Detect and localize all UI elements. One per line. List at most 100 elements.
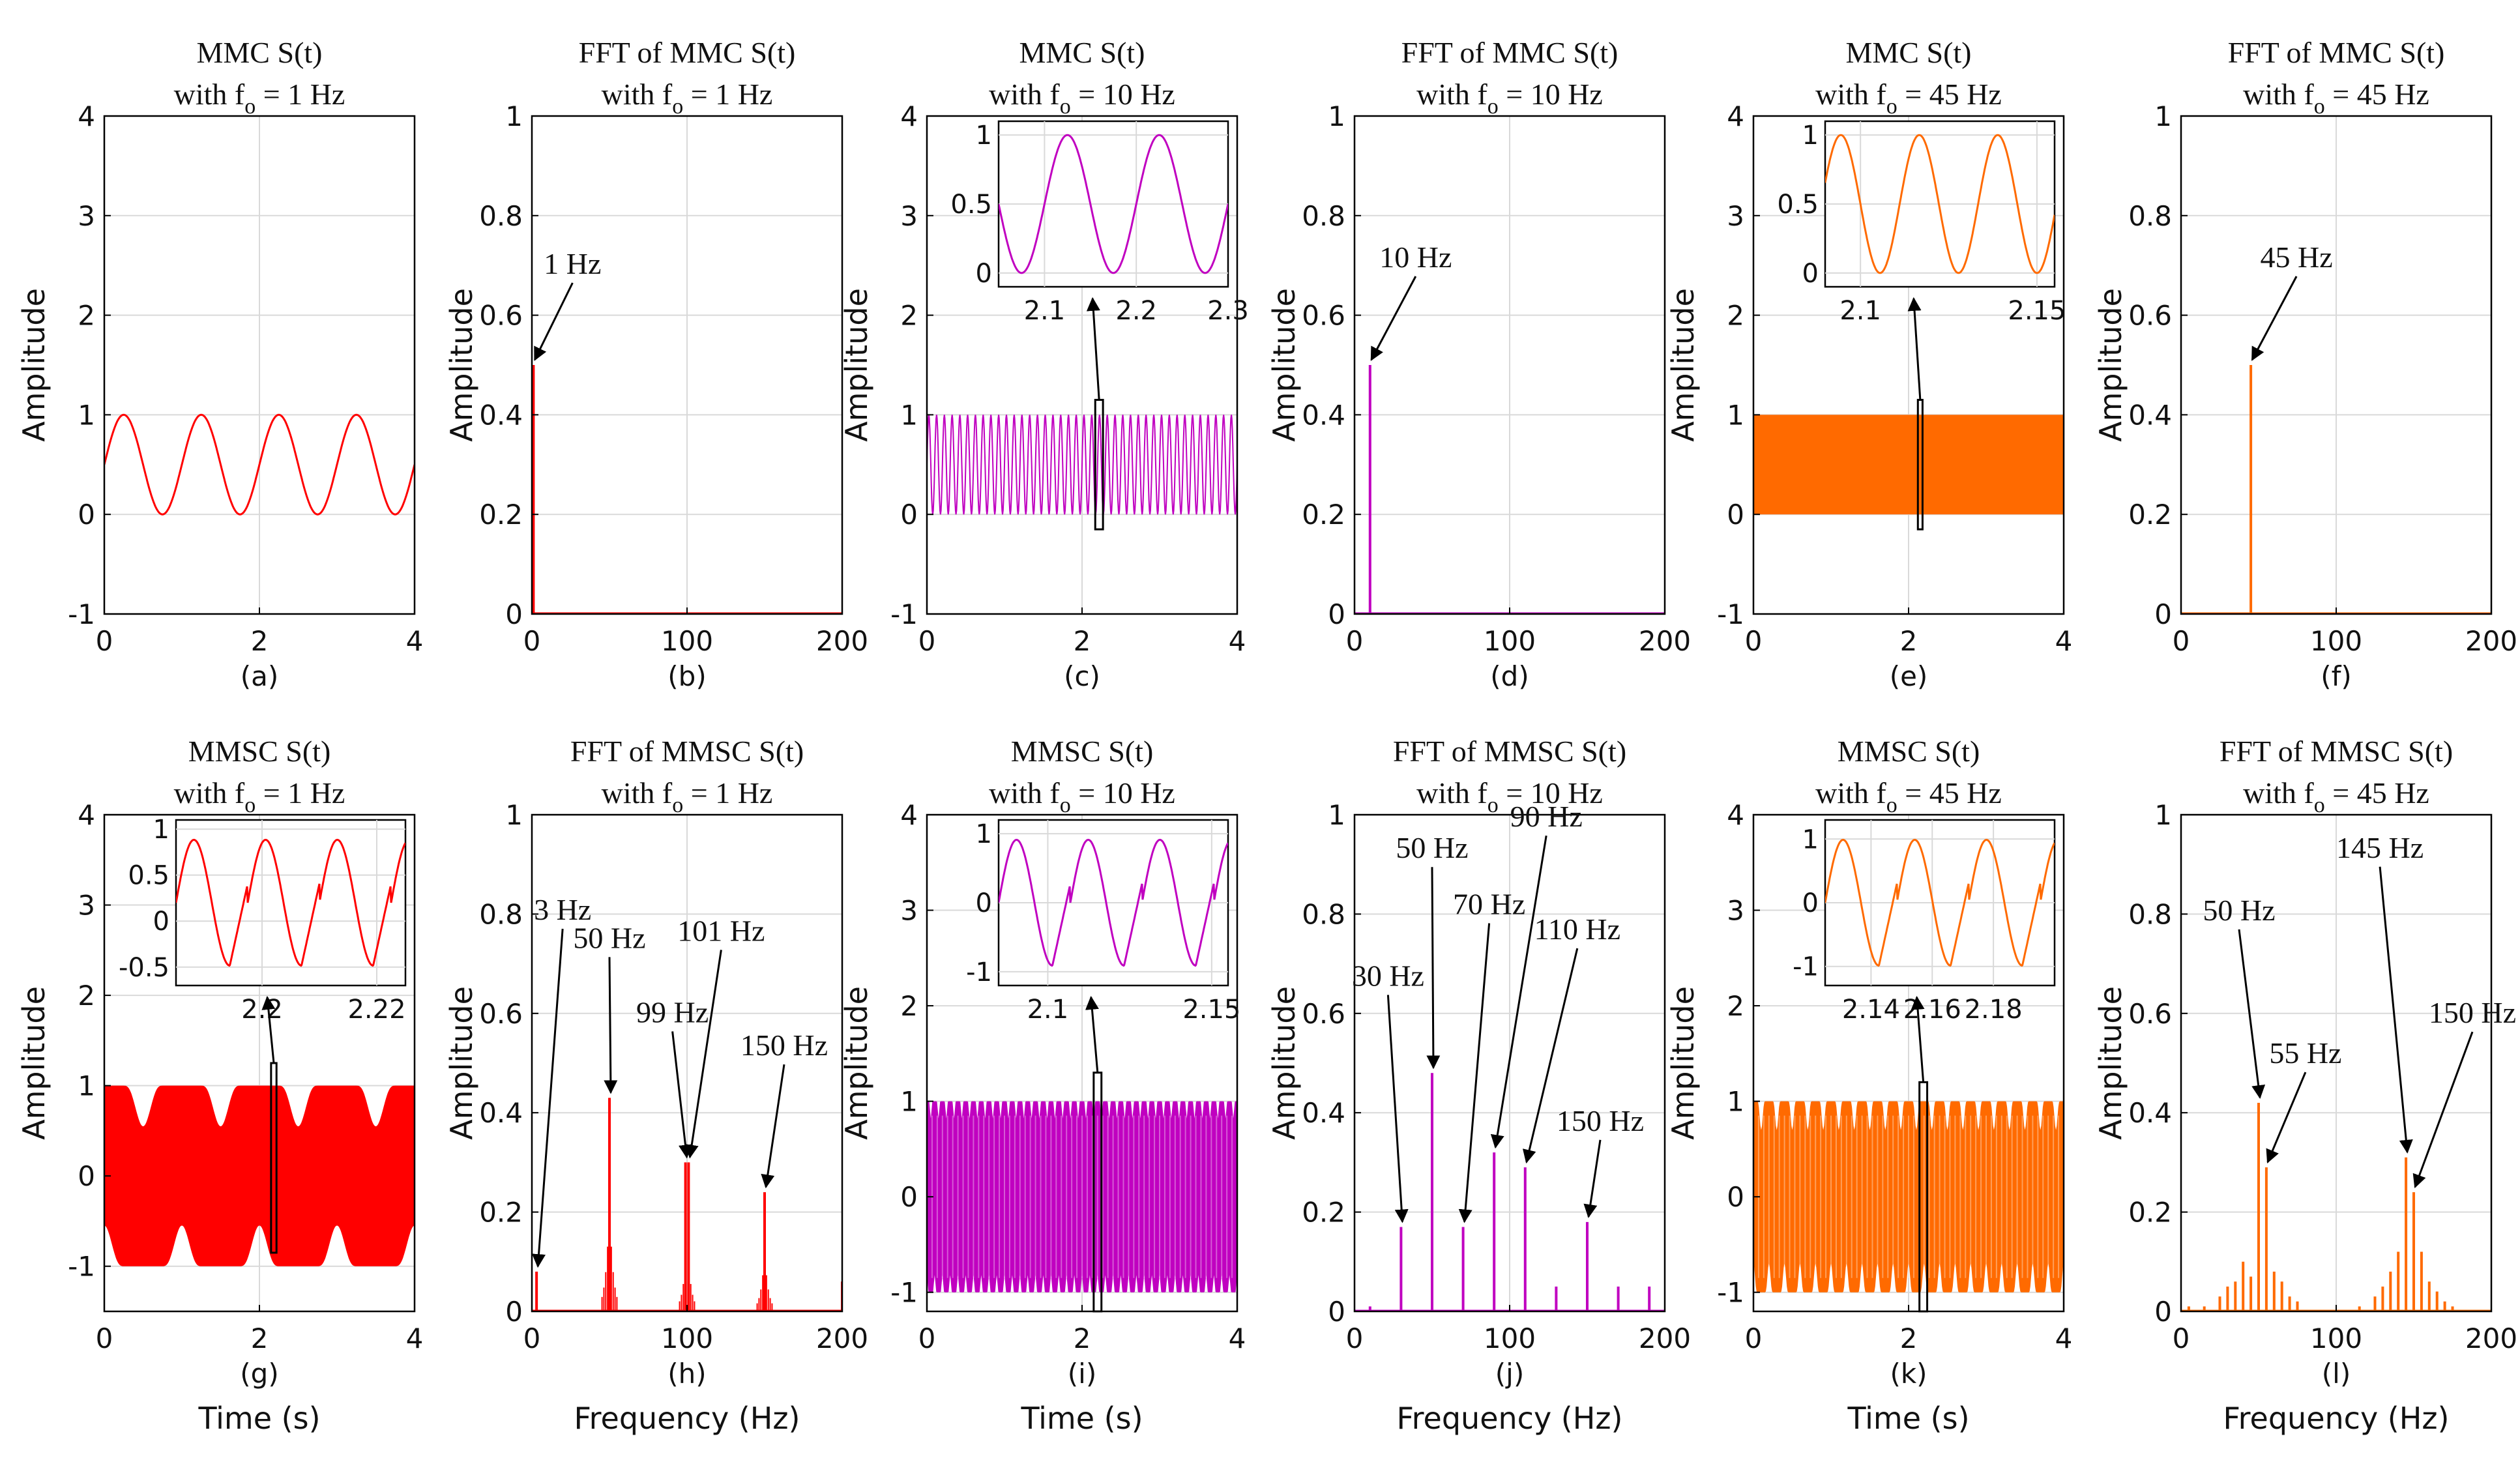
panel-d: 0 100 200 0 0.2 0.4 0.6 0.8 1 Amplitude (d) FFT of … <box>1267 36 1691 692</box>
panel-d-ytick-label-1: 0.2 <box>1302 499 1345 531</box>
panel-j-annotation-arrow-5 <box>1583 1139 1602 1218</box>
panel-g-xlabel: Time (s) <box>198 1401 320 1436</box>
panel-f-ytick-label-4: 0.8 <box>2128 200 2172 232</box>
panel-k-inset-line <box>1825 839 2055 967</box>
panel-c-inset-ytick-label-0: 0 <box>976 259 992 289</box>
panel-a-xtick-label-1: 2 <box>251 625 269 657</box>
panel-l-annotation-arrow-0 <box>2238 929 2266 1100</box>
panel-g-ylabel: Amplitude <box>16 986 51 1140</box>
panel-i-ytick-label-4: 3 <box>900 895 918 927</box>
panel-i-ytick-label-3: 2 <box>900 990 918 1022</box>
panel-j-ytick-label-4: 0.8 <box>1302 898 1345 930</box>
panel-b-title-line1: FFT of MMC S(t) <box>579 36 796 69</box>
panel-e-inset-ytick-label-0: 0 <box>1802 259 1819 289</box>
panel-c-ytick-label-2: 1 <box>900 399 918 431</box>
panel-b-xtick-label-0: 0 <box>523 625 541 657</box>
panel-i-title-line1: MMSC S(t) <box>1011 735 1154 768</box>
panel-b-xtick-label-2: 200 <box>816 625 868 657</box>
panel-l-label: (l) <box>2322 1358 2351 1390</box>
panel-k-zoom-arrow <box>1911 995 1925 1083</box>
panel-d-ytick-label-4: 0.8 <box>1302 200 1345 232</box>
panel-l-annotation-0: 50 Hz <box>2203 894 2275 927</box>
panel-j-title-line2: with fo = 10 Hz <box>1416 776 1603 817</box>
panel-g-xtick-label-2: 4 <box>406 1322 424 1354</box>
panel-l-ytick-label-0: 0 <box>2154 1296 2172 1328</box>
panel-g-title-line2: with fo = 1 Hz <box>174 776 345 817</box>
panel-e-xtick-label-1: 2 <box>1900 625 1918 657</box>
panel-h-annotation-arrow-4 <box>761 1064 785 1189</box>
panel-f-ytick-label-5: 1 <box>2154 100 2172 132</box>
panel-c-inset-ytick-label-2: 1 <box>976 121 992 151</box>
panel-c-ytick-label-1: 0 <box>900 499 918 531</box>
panel-c-ytick-label-5: 4 <box>900 100 918 132</box>
panel-b-ytick-label-3: 0.6 <box>479 300 523 332</box>
panel-g-inset-ytick-label-0: -0.5 <box>119 953 169 983</box>
panel-l-ytick-label-3: 0.6 <box>2128 998 2172 1030</box>
panel-f-ytick-label-1: 0.2 <box>2128 499 2172 531</box>
panel-j-ylabel: Amplitude <box>1267 986 1302 1140</box>
panel-a-label: (a) <box>241 660 279 692</box>
panel-k-title-line1: MMSC S(t) <box>1838 735 1980 768</box>
panel-a-ytick-label-4: 3 <box>78 200 95 232</box>
panel-h-xtick-label-1: 100 <box>661 1322 713 1354</box>
panel-h-ytick-label-2: 0.4 <box>479 1097 523 1129</box>
panel-h-ytick-label-1: 0.2 <box>479 1197 523 1229</box>
panel-h-ytick-label-4: 0.8 <box>479 898 523 930</box>
panel-l: 0 100 200 0 0.2 0.4 0.6 0.8 1 Amplitude (l) Frequen… <box>2093 735 2517 1436</box>
panel-k-xtick-label-2: 4 <box>2055 1322 2073 1354</box>
panel-d-xtick-label-0: 0 <box>1346 625 1364 657</box>
panel-k-xtick-label-1: 2 <box>1900 1322 1918 1354</box>
panel-g-xtick-label-1: 2 <box>251 1322 269 1354</box>
panel-c-inset: 2.1 2.2 2.3 0 0.5 1 <box>950 120 1249 326</box>
panel-g: 0 2 4 -1 0 1 2 3 4 Amplitude (g) Time (s) MMSC S(t) w… <box>16 735 423 1436</box>
panel-k-inset-xtick-label-2: 2.18 <box>1965 995 2023 1025</box>
panel-g-inset-frame <box>175 819 407 987</box>
panel-f-xtick-label-2: 200 <box>2465 625 2517 657</box>
panel-c-xtick-label-1: 2 <box>1074 625 1091 657</box>
panel-a-ytick-label-2: 1 <box>78 399 95 431</box>
panel-c-inset-xtick-label-1: 2.2 <box>1115 296 1157 326</box>
panel-e-zoom-arrow <box>1907 297 1922 400</box>
panel-f-ylabel: Amplitude <box>2093 288 2128 442</box>
panel-k-ytick-label-0: -1 <box>1717 1277 1744 1309</box>
panel-l-annotation-arrow-1 <box>2266 1072 2307 1163</box>
panel-h-ylabel: Amplitude <box>444 986 479 1140</box>
panel-l-annotation-3: 150 Hz <box>2429 996 2516 1029</box>
panel-i-title-line2: with fo = 10 Hz <box>989 776 1175 817</box>
panel-g-inset-xtick-label-0: 2.2 <box>241 995 283 1025</box>
panel-l-title-line2: with fo = 45 Hz <box>2243 776 2429 817</box>
panel-g-inset-ytick-label-3: 1 <box>153 815 169 845</box>
panel-a-title-line1: MMC S(t) <box>197 36 323 69</box>
panel-c-ylabel: Amplitude <box>839 288 874 442</box>
panel-d-xtick-label-1: 100 <box>1484 625 1536 657</box>
panel-c-title-line2: with fo = 10 Hz <box>989 78 1175 119</box>
panel-j-annotation-arrow-0 <box>1386 995 1409 1223</box>
panel-k-inset: 2.14 2.16 2.18 -1 0 1 <box>1793 819 2056 1025</box>
panel-g-inset-ytick-label-1: 0 <box>153 907 169 937</box>
panel-b-ytick-label-0: 0 <box>505 598 523 630</box>
panel-j-annotation-0: 30 Hz <box>1352 959 1424 992</box>
panel-h-xtick-label-2: 200 <box>816 1322 868 1354</box>
panel-h-xtick-label-0: 0 <box>523 1322 541 1354</box>
panel-l-annotation-arrow-3 <box>2412 1031 2474 1189</box>
panel-f-xtick-label-1: 100 <box>2310 625 2362 657</box>
panel-h-annotation-1: 50 Hz <box>573 921 645 954</box>
panel-e-ytick-label-1: 0 <box>1727 499 1744 531</box>
panel-b-annotation-0: 1 Hz <box>544 247 601 280</box>
panel-h-annotation-3: 101 Hz <box>677 914 765 947</box>
panel-j-annotation-3: 90 Hz <box>1510 800 1583 833</box>
panel-g-ytick-label-3: 2 <box>78 980 95 1012</box>
panel-j-xlabel: Frequency (Hz) <box>1397 1401 1623 1436</box>
panel-i-ylabel: Amplitude <box>839 986 874 1140</box>
panel-d-ytick-label-0: 0 <box>1328 598 1345 630</box>
panel-h-ytick-label-5: 1 <box>505 799 523 831</box>
panel-k-label: (k) <box>1890 1358 1927 1390</box>
panel-a-plot-area <box>104 413 415 516</box>
panel-i-inset: 2.1 2.15 -1 0 1 <box>966 819 1240 1025</box>
panel-j-ytick-label-5: 1 <box>1328 799 1345 831</box>
panel-g-inset-ytick-label-2: 0.5 <box>128 861 169 891</box>
panel-h-annotation-arrow-2 <box>671 1031 692 1159</box>
